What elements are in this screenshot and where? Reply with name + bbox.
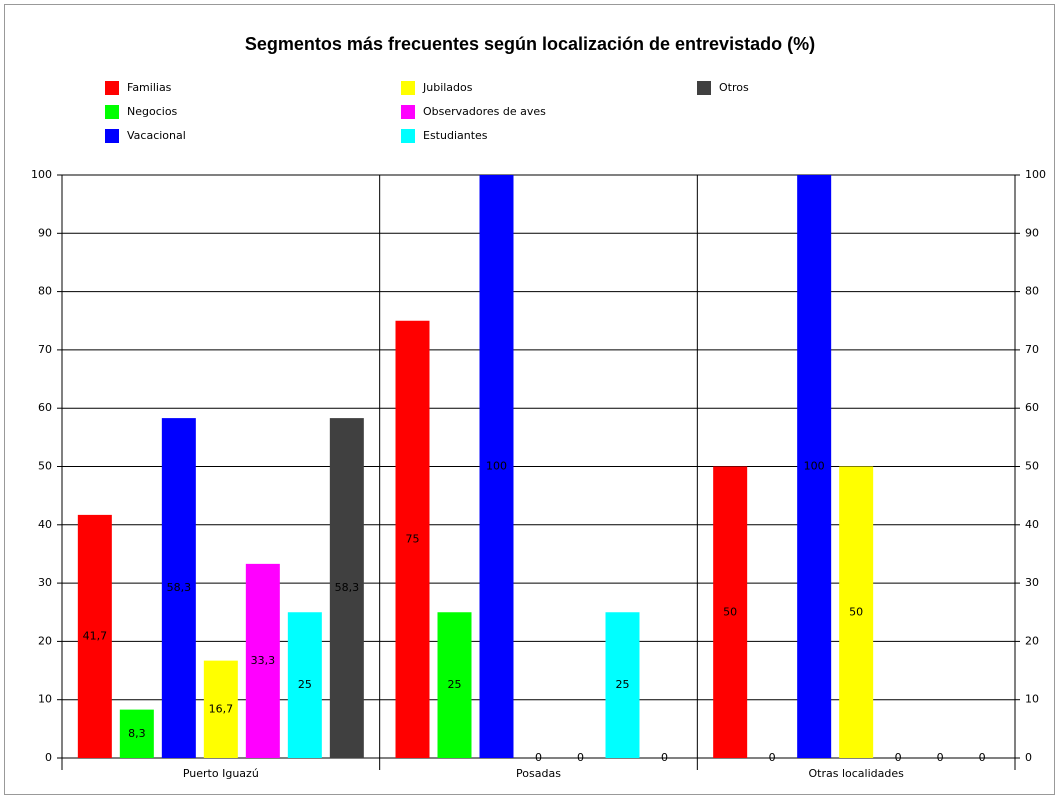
y2-tick-label: 80 [1025,285,1039,298]
value-label: 50 [723,605,737,618]
x-tick-label: Otras localidades [808,767,904,780]
y-tick-label: 60 [38,401,52,414]
bar [77,514,112,758]
y-tick-label: 100 [31,168,52,181]
bar [479,175,514,758]
legend-label: Vacacional [127,129,186,142]
legend-swatch [697,81,711,95]
y-tick-label: 0 [45,751,52,764]
y2-tick-label: 50 [1025,460,1039,473]
y2-tick-label: 60 [1025,401,1039,414]
value-label: 0 [535,751,542,764]
value-label: 58,3 [335,581,360,594]
chart-title: Segmentos más frecuentes según localizac… [245,34,815,54]
value-label: 25 [616,678,630,691]
y-tick-label: 70 [38,343,52,356]
legend-swatch [401,129,415,143]
y-tick-label: 20 [38,634,52,647]
value-label: 16,7 [209,702,234,715]
y2-tick-label: 0 [1025,751,1032,764]
x-tick-label: Posadas [516,767,561,780]
bar [161,418,196,758]
x-tick-label: Puerto Iguazú [183,767,259,780]
value-label: 41,7 [83,629,108,642]
value-label: 0 [979,751,986,764]
legend-label: Otros [719,81,749,94]
y-tick-label: 10 [38,693,52,706]
legend-label: Negocios [127,105,178,118]
value-label: 0 [895,751,902,764]
legend-label: Estudiantes [423,129,488,142]
y2-tick-label: 10 [1025,693,1039,706]
y-tick-label: 50 [38,460,52,473]
legend-swatch [401,81,415,95]
legend-label: Familias [127,81,172,94]
bar [287,612,322,758]
value-label: 50 [849,605,863,618]
value-label: 58,3 [167,581,192,594]
value-label: 8,3 [128,727,146,740]
y2-tick-label: 30 [1025,576,1039,589]
legend-label: Jubilados [422,81,473,94]
legend-swatch [105,105,119,119]
y-tick-label: 40 [38,518,52,531]
legend-swatch [105,81,119,95]
y-tick-label: 80 [38,285,52,298]
value-label: 33,3 [251,654,276,667]
bar [605,612,640,758]
bar [437,612,472,758]
value-label: 100 [804,460,825,473]
bar [245,563,280,758]
y2-tick-label: 100 [1025,168,1046,181]
y2-tick-label: 40 [1025,518,1039,531]
bar [797,175,832,758]
y2-tick-label: 70 [1025,343,1039,356]
bar [119,709,154,758]
value-label: 0 [577,751,584,764]
value-label: 0 [937,751,944,764]
bar [329,418,364,758]
bar [839,466,874,758]
legend-swatch [105,129,119,143]
y2-tick-label: 20 [1025,634,1039,647]
value-label: 0 [769,751,776,764]
y-tick-label: 90 [38,226,52,239]
y-tick-label: 30 [38,576,52,589]
value-label: 0 [661,751,668,764]
value-label: 75 [406,532,420,545]
bar [713,466,748,758]
value-label: 25 [448,678,462,691]
bar [203,660,238,758]
legend-swatch [401,105,415,119]
bar [395,320,430,758]
legend-label: Observadores de aves [423,105,546,118]
value-label: 25 [298,678,312,691]
y2-tick-label: 90 [1025,226,1039,239]
value-label: 100 [486,460,507,473]
